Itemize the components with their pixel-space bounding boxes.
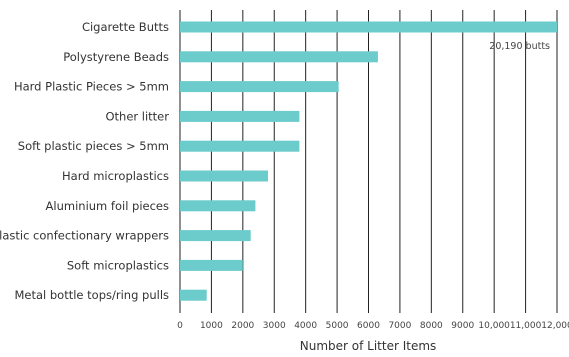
category-label: Plastic confectionary wrappers [0,229,169,243]
x-tick-label: 10,000 [478,321,510,331]
category-label: Metal bottle tops/ring pulls [14,288,169,302]
x-tick-label: 4000 [294,321,317,331]
bar [180,140,300,152]
bar [180,21,557,33]
x-tick-label: 7000 [388,321,411,331]
category-label: Polystyrene Beads [63,50,169,64]
x-tick-label: 5000 [326,321,349,331]
category-label: Hard Plastic Pieces > 5mm [14,80,169,94]
category-label: Cigarette Butts [82,20,169,34]
x-tick-label: 0 [177,321,183,331]
bar [180,200,256,212]
bar [180,51,378,63]
bars [180,21,557,301]
annotations: 20,190 butts [489,41,550,52]
category-label: Soft plastic pieces > 5mm [18,139,169,153]
bar [180,259,243,271]
bar [180,81,339,93]
x-tick-label: 8000 [420,321,443,331]
bar [180,110,300,122]
category-label: Hard microplastics [62,169,169,183]
category-label: Other litter [105,109,169,123]
x-tick-label: 2000 [231,321,254,331]
bar [180,170,268,182]
x-axis-title: Number of Litter Items [300,339,437,353]
x-tick-label: 3000 [263,321,286,331]
bar [180,289,207,301]
x-tick-label: 6000 [357,321,380,331]
category-label: Soft microplastics [67,258,169,272]
category-labels: Cigarette Butts Polystyrene Beads Hard Pla… [0,20,169,302]
bar [180,230,251,242]
x-tick-labels: 0 1000 2000 3000 4000 5000 6000 7000 8000 9000 10,… [177,321,569,331]
x-tick-label: 12,000 [541,321,569,331]
x-tick-label: 9000 [451,321,474,331]
category-label: Aluminium foil pieces [46,199,169,213]
x-tick-label: 11,000 [510,321,542,331]
x-tick-label: 1000 [200,321,223,331]
bar-annotation: 20,190 butts [489,41,550,52]
